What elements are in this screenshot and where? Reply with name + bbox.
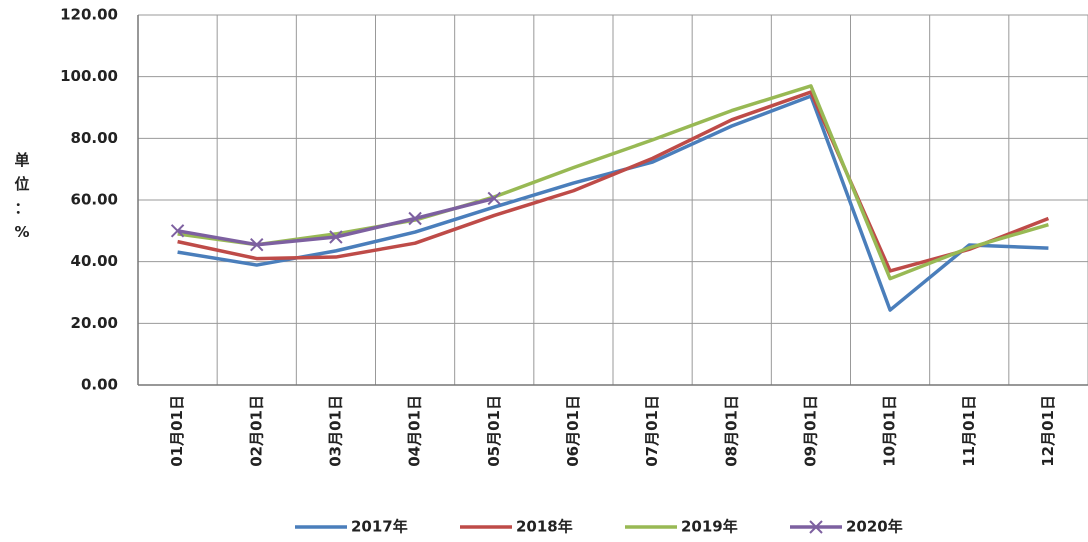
marker xyxy=(329,230,343,244)
x-tick-label: 07月01日 xyxy=(643,395,661,467)
x-tick-label: 06月01日 xyxy=(564,395,582,467)
x-tick-label: 09月01日 xyxy=(801,395,819,467)
marker xyxy=(170,224,185,238)
y-tick-label: 100.00 xyxy=(60,67,118,85)
x-tick-label: 01月01日 xyxy=(168,395,186,467)
x-tick-label: 05月01日 xyxy=(485,395,503,467)
y-tick-label: 120.00 xyxy=(60,6,118,24)
x-tick-label: 08月01日 xyxy=(722,395,740,467)
marker xyxy=(487,191,501,206)
legend-label: 2018年 xyxy=(516,518,573,536)
x-tick-label: 04月01日 xyxy=(406,395,424,467)
legend-label: 2019年 xyxy=(681,518,738,536)
marker xyxy=(250,238,264,252)
y-tick-label: 60.00 xyxy=(71,191,118,209)
x-tick-label: 10月01日 xyxy=(881,395,899,467)
y-axis-label: 单位：% xyxy=(14,151,29,241)
y-tick-label: 40.00 xyxy=(71,252,118,270)
y-tick-label: 0.00 xyxy=(81,376,118,394)
series-line xyxy=(177,94,1049,312)
marker xyxy=(408,211,422,226)
marker xyxy=(809,520,823,534)
x-tick-label: 12月01日 xyxy=(1039,395,1057,467)
x-tick-label: 03月01日 xyxy=(326,395,344,467)
x-tick-label: 11月01日 xyxy=(960,395,978,467)
series-line xyxy=(177,90,1050,273)
y-tick-label: 80.00 xyxy=(71,129,118,147)
x-tick-label: 02月01日 xyxy=(247,395,265,467)
legend-label: 2020年 xyxy=(846,518,903,536)
series-line xyxy=(177,84,1049,281)
y-tick-label: 20.00 xyxy=(71,314,118,332)
legend-label: 2017年 xyxy=(351,518,408,536)
